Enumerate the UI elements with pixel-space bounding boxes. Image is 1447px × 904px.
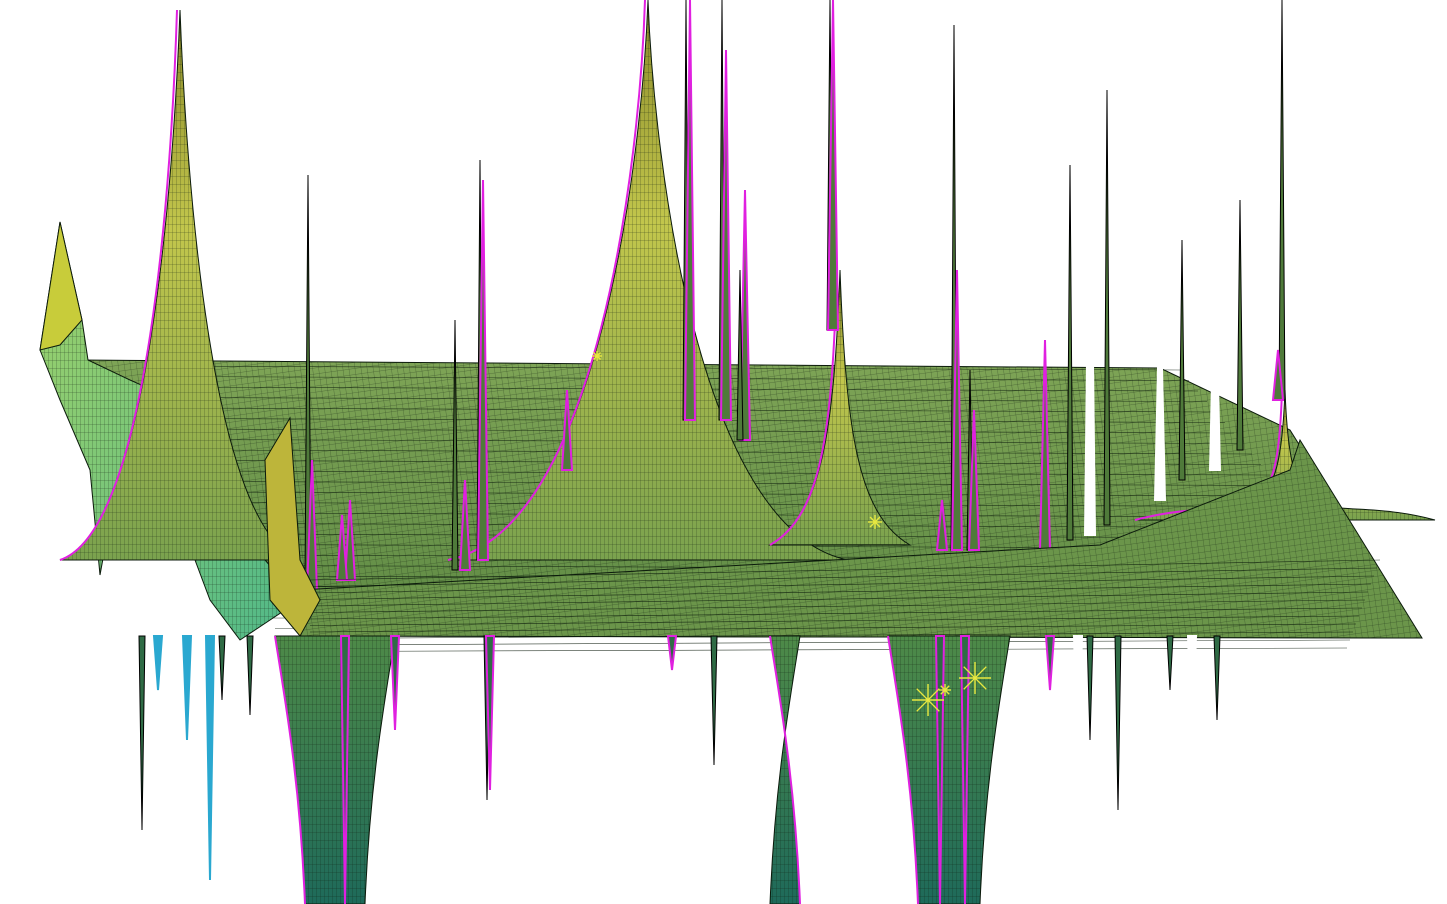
markers-layer [592, 351, 991, 716]
upward-spike [1066, 164, 1074, 541]
downward-spike [218, 635, 226, 701]
upward-spike [451, 319, 459, 571]
downward-spike [959, 635, 971, 904]
left-deep-well-mesh [275, 636, 395, 904]
upward-spike [719, 49, 733, 421]
center-right-peak-mesh [770, 270, 910, 545]
star-marker-ray [592, 351, 602, 361]
upward-spike [1208, 249, 1222, 471]
upward-spike [967, 409, 981, 551]
front-mesh-line [309, 575, 1375, 594]
upward-spikes-layer [304, 0, 1286, 591]
front-mesh-line [309, 559, 1381, 581]
star-marker-ray [916, 688, 940, 712]
upward-spike [683, 0, 697, 421]
upward-spike [826, 0, 840, 331]
downward-spike [389, 635, 401, 731]
upward-spike [1271, 349, 1285, 401]
downward-spike [1086, 635, 1094, 741]
front-mesh-line [309, 591, 1369, 607]
star-marker-ray [940, 685, 950, 695]
star-marker-icon [939, 684, 951, 696]
left-tall-peak-mesh [60, 10, 300, 560]
right-deep-well-edge [887, 635, 919, 904]
left-corner-fin [39, 221, 83, 351]
upward-spike [343, 499, 357, 581]
upward-spike [335, 514, 349, 581]
downward-spike [1114, 635, 1122, 811]
center-deep-well-mesh [770, 636, 800, 904]
star-marker-icon [868, 515, 882, 529]
star-marker-ray [869, 516, 881, 528]
star-marker-icon [592, 351, 602, 361]
star-marker-ray [963, 666, 987, 690]
downward-spike [1044, 635, 1056, 691]
downward-spike [1186, 635, 1198, 761]
front-surface-layer [264, 416, 1423, 652]
upward-spike [1083, 99, 1097, 536]
downward-spikes-layer [138, 635, 1221, 904]
front-mesh-line [309, 599, 1366, 613]
left-deep-well-edge [274, 635, 306, 904]
upward-spike [736, 269, 744, 441]
front-corner-fin [264, 416, 321, 637]
front-mesh-line [309, 623, 1357, 633]
downward-spike [246, 635, 254, 716]
downward-spike [204, 635, 216, 881]
downward-spike [181, 635, 193, 741]
downward-spike [339, 635, 351, 904]
front-mesh-line [309, 567, 1378, 587]
front-mesh-line [309, 615, 1360, 626]
right-rising-edge-mesh [1135, 390, 1435, 520]
upward-spike [1103, 89, 1111, 526]
upward-spike [1236, 199, 1244, 451]
downward-spike [484, 635, 496, 791]
upward-spike [1178, 239, 1186, 481]
upward-spike [560, 389, 574, 471]
star-marker-icon [959, 662, 991, 694]
front-mesh-line [309, 639, 1351, 646]
downward-spike [1166, 635, 1174, 691]
downward-spike [152, 635, 164, 691]
downward-spike [1213, 635, 1221, 721]
center-tall-peak-edge [447, 0, 646, 561]
star-marker-icon [912, 684, 944, 716]
upward-spike [1278, 0, 1286, 401]
center-tall-peak-mesh [448, 0, 848, 560]
upward-spike [476, 179, 490, 561]
upward-spike [1153, 279, 1167, 501]
center-deep-well-edge [769, 635, 801, 904]
downward-spike [666, 635, 678, 671]
right-deep-well-mesh [888, 636, 1010, 904]
downward-spike [710, 635, 718, 766]
downward-spike [1072, 635, 1084, 781]
upward-spike [458, 479, 472, 571]
downward-spike [934, 635, 946, 904]
left-tall-peak-edge [59, 9, 178, 561]
front-mesh-line [309, 607, 1363, 620]
upward-spike [950, 269, 964, 551]
downward-spike [138, 635, 146, 831]
upward-spike [935, 499, 949, 551]
upward-spike [738, 189, 752, 441]
front-mesh-line [309, 647, 1348, 652]
front-mesh-line [309, 583, 1372, 600]
